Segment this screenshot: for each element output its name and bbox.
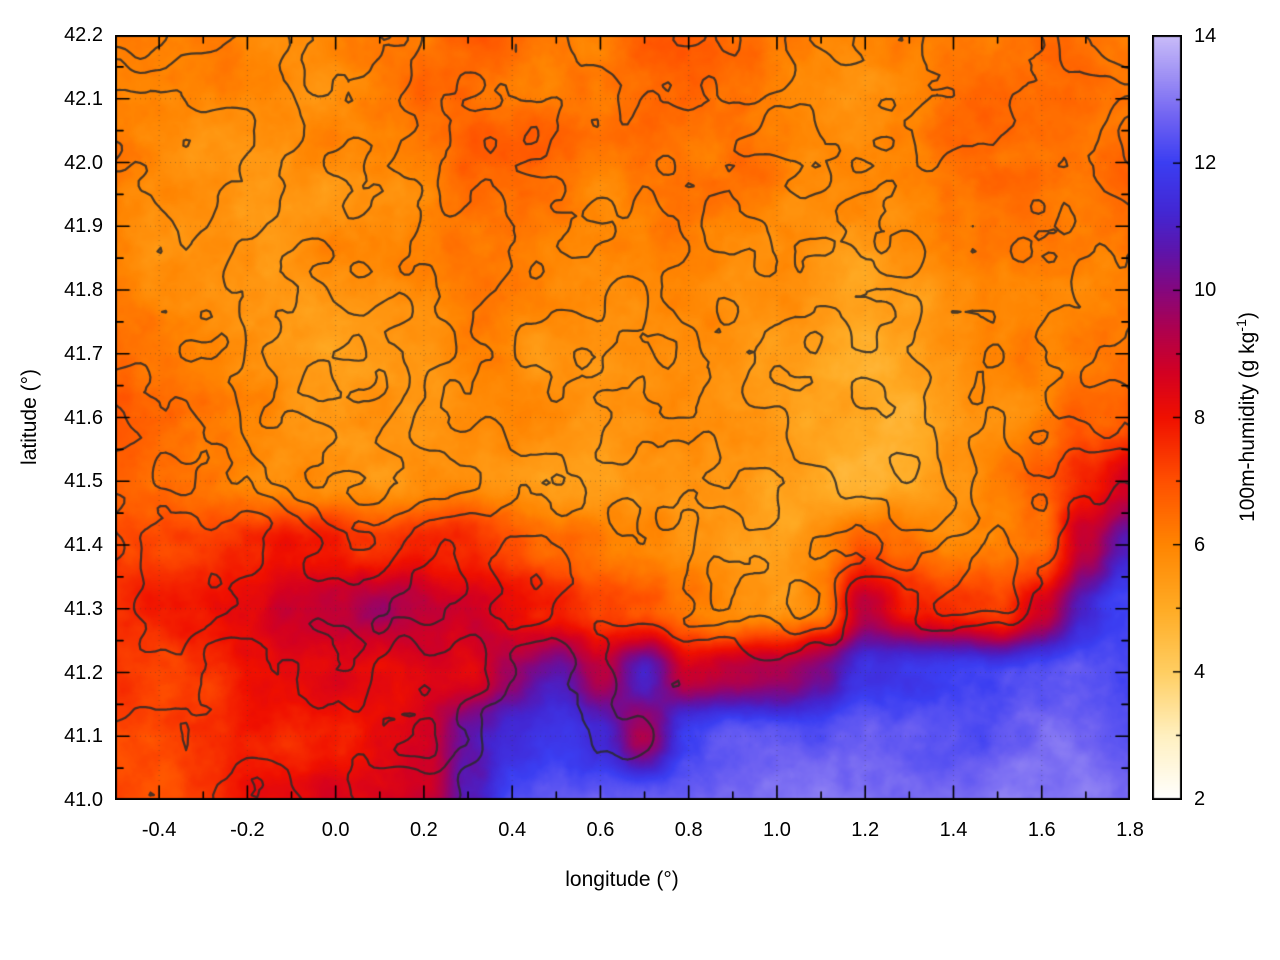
y-tick-label: 42.1: [64, 87, 103, 110]
colorbar-tick-label: 8: [1194, 406, 1206, 429]
x-tick-label: -0.4: [141, 819, 177, 841]
x-tick-label: 1.6: [1027, 819, 1056, 841]
y-tick-label: 41.0: [64, 789, 103, 811]
y-tick-label: 42.2: [64, 24, 103, 46]
y-tick-label: 41.7: [64, 342, 103, 365]
y-tick-label: 41.9: [64, 215, 103, 238]
y-tick-label: 41.1: [64, 725, 103, 748]
colorbar-label-text: 100m-humidity (g kg: [1236, 331, 1259, 522]
colorbar-tick-label: 14: [1194, 25, 1217, 47]
y-tick-label: 41.8: [64, 279, 103, 301]
colorbar-tick-label: 12: [1194, 152, 1217, 175]
x-tick-label: 0.6: [586, 819, 615, 841]
heatmap-canvas: [115, 35, 1130, 800]
colorbar-label-sup: -1: [1234, 319, 1250, 332]
y-tick-label: 41.2: [64, 661, 103, 684]
colorbar-canvas: [1152, 35, 1182, 800]
y-axis-label: latitude (°): [18, 369, 41, 465]
colorbar-tick-label: 10: [1194, 279, 1217, 302]
x-tick-label: 0.0: [321, 819, 350, 841]
colorbar-tick-label: 2: [1194, 788, 1206, 810]
x-tick-label: 0.8: [674, 819, 703, 841]
x-tick-label: 0.2: [410, 819, 438, 841]
y-tick-label: 41.5: [64, 470, 103, 493]
x-axis-label: longitude (°): [565, 868, 679, 891]
colorbar-label: 100m-humidity (g kg-1): [1234, 312, 1260, 522]
y-tick-label: 41.6: [64, 406, 103, 429]
x-tick-label: 1.2: [851, 819, 880, 841]
x-tick-label: 0.4: [498, 819, 527, 841]
x-tick-label: 1.8: [1116, 819, 1144, 841]
colorbar-tick-label: 4: [1194, 660, 1206, 683]
x-tick-label: 1.4: [939, 819, 968, 841]
colorbar-label-suffix: ): [1236, 312, 1259, 320]
colorbar-tick-label: 6: [1194, 533, 1206, 556]
y-tick-label: 41.4: [64, 534, 103, 556]
x-tick-label: 1.0: [763, 819, 791, 841]
x-tick-label: -0.2: [230, 819, 265, 841]
y-tick-label: 42.0: [64, 151, 103, 174]
y-tick-label: 41.3: [64, 597, 103, 620]
